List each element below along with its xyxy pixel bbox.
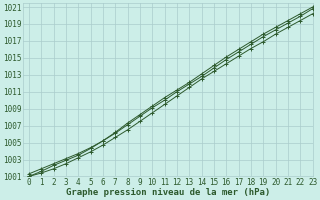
X-axis label: Graphe pression niveau de la mer (hPa): Graphe pression niveau de la mer (hPa) xyxy=(66,188,270,197)
